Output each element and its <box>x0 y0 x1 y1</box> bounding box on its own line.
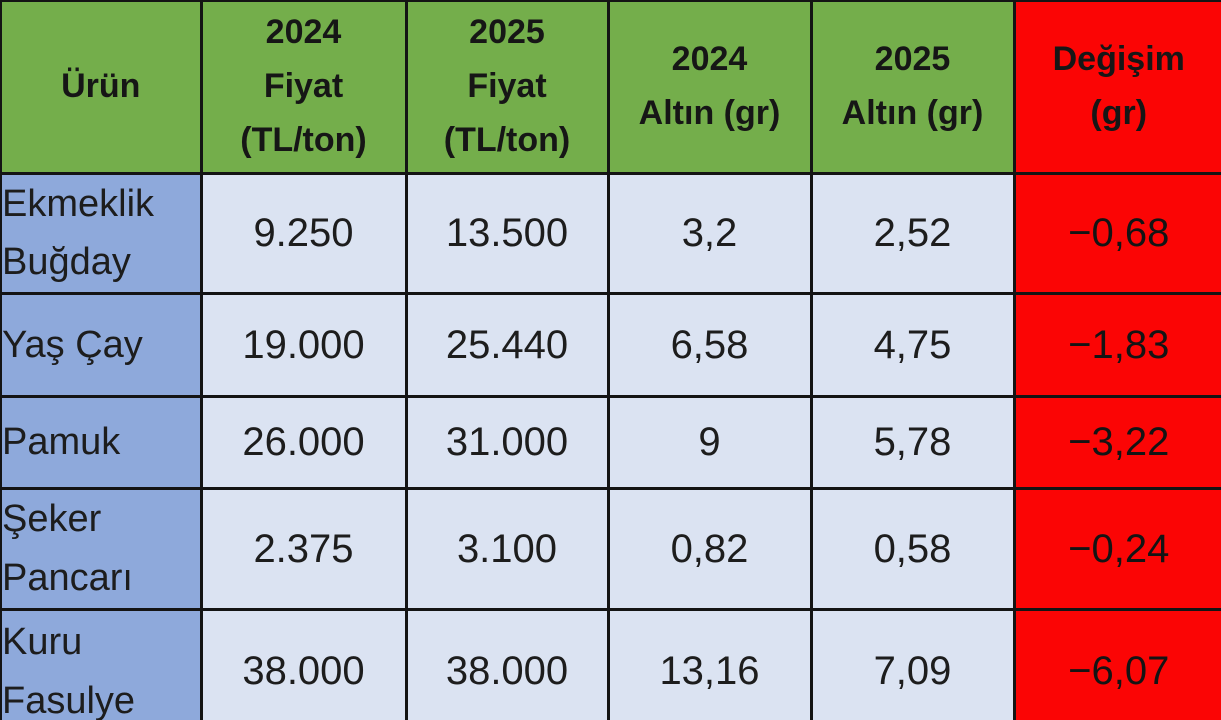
header-urun: Ürün <box>0 0 203 175</box>
cell-2024-fiyat: 19.000 <box>199 292 408 399</box>
table-row: Ekmeklik Buğday 9.250 13.500 3,2 2,52 −0… <box>0 171 1221 296</box>
cell-urun: Ekmeklik Buğday <box>0 171 203 296</box>
cell-2024-fiyat: 38.000 <box>199 608 408 720</box>
cell-2025-fiyat: 25.440 <box>404 292 610 399</box>
cell-2024-altin: 6,58 <box>606 292 813 399</box>
cell-urun: Pamuk <box>0 395 203 491</box>
cell-2024-altin: 9 <box>606 395 813 491</box>
cell-2025-altin: 7,09 <box>809 608 1016 720</box>
cell-degisim: −3,22 <box>1012 395 1221 491</box>
header-2025-fiyat: 2025 Fiyat (TL/ton) <box>404 0 610 175</box>
cell-2025-fiyat: 3.100 <box>404 487 610 612</box>
cell-2025-fiyat: 31.000 <box>404 395 610 491</box>
cell-urun: Yaş Çay <box>0 292 203 399</box>
header-2024-altin: 2024 Altın (gr) <box>606 0 813 175</box>
cell-degisim: −1,83 <box>1012 292 1221 399</box>
cell-2024-altin: 3,2 <box>606 171 813 296</box>
cell-urun: Şeker Pancarı <box>0 487 203 612</box>
cell-urun: Kuru Fasulye <box>0 608 203 720</box>
cell-2024-fiyat: 2.375 <box>199 487 408 612</box>
cell-2025-altin: 0,58 <box>809 487 1016 612</box>
cell-degisim: −0,68 <box>1012 171 1221 296</box>
header-degisim: Değişim (gr) <box>1012 0 1221 175</box>
cell-degisim: −6,07 <box>1012 608 1221 720</box>
header-2025-altin: 2025 Altın (gr) <box>809 0 1016 175</box>
table-row: Şeker Pancarı 2.375 3.100 0,82 0,58 −0,2… <box>0 487 1221 612</box>
table-row: Yaş Çay 19.000 25.440 6,58 4,75 −1,83 <box>0 292 1221 399</box>
cell-2024-altin: 13,16 <box>606 608 813 720</box>
table-row: Kuru Fasulye 38.000 38.000 13,16 7,09 −6… <box>0 608 1221 720</box>
cell-2024-altin: 0,82 <box>606 487 813 612</box>
cell-degisim: −0,24 <box>1012 487 1221 612</box>
cell-2025-altin: 2,52 <box>809 171 1016 296</box>
cell-2025-fiyat: 13.500 <box>404 171 610 296</box>
cell-2025-altin: 5,78 <box>809 395 1016 491</box>
cell-2024-fiyat: 26.000 <box>199 395 408 491</box>
cell-2025-altin: 4,75 <box>809 292 1016 399</box>
header-2024-fiyat: 2024 Fiyat (TL/ton) <box>199 0 408 175</box>
header-row: Ürün 2024 Fiyat (TL/ton) 2025 Fiyat (TL/… <box>0 0 1221 175</box>
cell-2024-fiyat: 9.250 <box>199 171 408 296</box>
cell-2025-fiyat: 38.000 <box>404 608 610 720</box>
table-row: Pamuk 26.000 31.000 9 5,78 −3,22 <box>0 395 1221 491</box>
